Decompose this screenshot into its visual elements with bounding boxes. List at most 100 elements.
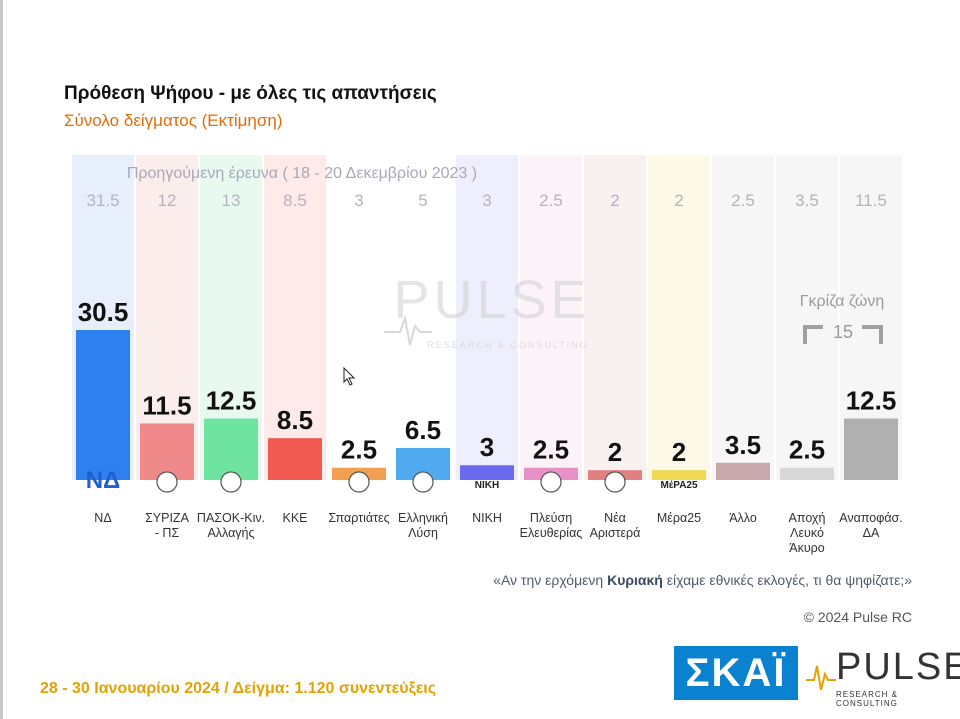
- category-label-line: Άλλο: [729, 511, 757, 525]
- watermark-tagline: RESEARCH & CONSULTING: [427, 340, 588, 350]
- pulse-logo-word: PULSE: [836, 646, 960, 688]
- category-label-2: ΠΑΣΟΚ-Κιν. Αλλαγής: [197, 511, 265, 540]
- party-logo-mark-7: [540, 471, 562, 493]
- party-logo-icon-8: [604, 471, 626, 493]
- pulse-watermark: PULSE RESEARCH & CONSULTING: [384, 270, 590, 350]
- party-logo-icon-2: [220, 471, 242, 493]
- category-label-line: Ελληνική: [398, 511, 448, 525]
- date-and-sample: 28 - 30 Ιανουαρίου 2024 / Δείγμα: 1.120 …: [40, 680, 437, 697]
- category-label-7: Πλεύση Ελευθερίας: [520, 511, 583, 540]
- bar-0: [76, 330, 130, 480]
- bar-3: [268, 438, 322, 480]
- value-label-11: 2.5: [789, 435, 825, 465]
- bar-2: [204, 418, 258, 480]
- category-label-line: Πλεύση: [530, 511, 572, 525]
- party-logo-icon-4: [348, 471, 370, 493]
- column-bg-8: [584, 155, 646, 480]
- value-label-10: 3.5: [725, 430, 761, 460]
- previous-values: 31.5 12 13 8.5 3 5 3 2.5 2 2 2.5 3.5 11.5: [86, 191, 886, 210]
- party-logo-mark-5: [412, 471, 434, 493]
- value-label-5: 6.5: [405, 415, 441, 445]
- category-label-line: Νέα: [604, 511, 626, 525]
- previous-value-3: 8.5: [283, 191, 307, 210]
- previous-value-9: 2: [674, 191, 683, 210]
- column-bg-9: [648, 155, 710, 480]
- category-label-12: Αναποφάσ. ΔΑ: [839, 511, 903, 540]
- party-logos: ΝΔ ΚΚΕ ΝΙΚΗ ΜέΡΑ25: [86, 467, 698, 494]
- previous-value-10: 2.5: [731, 191, 755, 210]
- grey-zone-left-bracket-icon: [803, 325, 823, 344]
- category-label-line: Σπαρτιάτες: [328, 511, 389, 525]
- bar-1: [140, 423, 194, 480]
- category-label-8: Νέα Αριστερά: [590, 511, 641, 540]
- category-label-line: Αναποφάσ.: [839, 511, 903, 525]
- value-label-12: 12.5: [846, 386, 897, 416]
- category-label-line: Λύση: [408, 526, 438, 540]
- value-label-2: 12.5: [206, 386, 257, 416]
- column-bg-10: [712, 155, 774, 480]
- category-label-line: ΔΑ: [863, 526, 880, 540]
- category-label-line: Μέρα25: [657, 511, 701, 525]
- category-label-line: ΚΚΕ: [282, 511, 307, 525]
- watermark-pulse-line-icon: [384, 314, 432, 346]
- previous-value-4: 3: [354, 191, 363, 210]
- category-label-line: Αλλαγής: [207, 526, 254, 540]
- column-bg-6: [456, 155, 518, 480]
- category-label-line: ΣΥΡΙΖΑ: [145, 511, 190, 525]
- column-bg-7: [520, 155, 582, 480]
- category-label-6: ΝΙΚΗ: [472, 511, 502, 525]
- grey-zone-annotation: Γκρίζα ζώνη 15: [800, 293, 884, 344]
- chart-subtitle: Σύνολο δείγματος (Εκτίμηση): [64, 111, 283, 130]
- previous-value-5: 5: [418, 191, 427, 210]
- category-label-11: Αποχή Λευκό Άκυρο: [789, 511, 826, 555]
- bar-10: [716, 462, 770, 480]
- bar-9: [652, 470, 706, 480]
- party-logo-icon-3: ΚΚΕ: [284, 480, 305, 491]
- category-label-9: Μέρα25: [657, 511, 701, 525]
- party-logo-mark-8: [604, 471, 626, 493]
- value-label-3: 8.5: [277, 405, 313, 435]
- previous-value-2: 13: [222, 191, 241, 210]
- party-logo-icon-6: ΝΙΚΗ: [475, 480, 499, 491]
- previous-value-6: 3: [482, 191, 491, 210]
- category-label-line: ΝΙΚΗ: [472, 511, 502, 525]
- party-logo-text-3: ΚΚΕ: [284, 480, 305, 491]
- watermark-word: PULSE: [393, 270, 590, 330]
- previous-value-7: 2.5: [539, 191, 563, 210]
- category-label-3: ΚΚΕ: [282, 511, 307, 525]
- party-logo-mark-4: [348, 471, 370, 493]
- left-edge-border: [0, 0, 3, 719]
- party-logo-icon-7: [540, 471, 562, 493]
- survey-question: «Αν την ερχόμενη Κυριακή είχαμε εθνικές …: [493, 572, 912, 588]
- pulse-logo-tagline: RESEARCH & CONSULTING: [836, 690, 899, 708]
- party-logo-mark-1: [156, 471, 178, 493]
- party-logo-icon-5: [412, 471, 434, 493]
- chart-title: Πρόθεση Ψήφου - με όλες τις απαντήσεις: [64, 83, 437, 104]
- value-label-1: 11.5: [142, 390, 191, 420]
- category-label-line: Λευκό: [790, 526, 824, 540]
- copyright-text: © 2024 Pulse RC: [803, 609, 912, 625]
- value-label-4: 2.5: [341, 435, 377, 465]
- category-label-10: Άλλο: [729, 511, 757, 525]
- party-logo-icon-1: [156, 471, 178, 493]
- category-label-4: Σπαρτιάτες: [328, 511, 389, 525]
- value-label-9: 2: [672, 437, 686, 467]
- previous-value-12: 11.5: [855, 191, 887, 210]
- current-bars: [76, 330, 898, 480]
- skai-logo: ΣΚΑΪ: [674, 646, 798, 700]
- bar-6: [460, 465, 514, 480]
- column-bg-4: [328, 155, 390, 480]
- party-logo-icon-9: ΜέΡΑ25: [660, 480, 698, 491]
- bar-11: [780, 467, 834, 480]
- category-label-0: ΝΔ: [94, 511, 111, 525]
- party-logo-icon-0: ΝΔ: [86, 467, 121, 494]
- previous-survey-label: Προηγούμενη έρευνα ( 18 - 20 Δεκεμβρίου …: [127, 165, 477, 182]
- previous-value-8: 2: [610, 191, 619, 210]
- column-bg-5: [392, 155, 454, 480]
- party-logo-text-9: ΜέΡΑ25: [660, 480, 698, 491]
- category-label-line: ΝΔ: [94, 511, 111, 525]
- pulse-line-icon: [806, 665, 836, 691]
- party-logo-text-6: ΝΙΚΗ: [475, 480, 499, 491]
- category-label-1: ΣΥΡΙΖΑ - ΠΣ: [145, 511, 190, 540]
